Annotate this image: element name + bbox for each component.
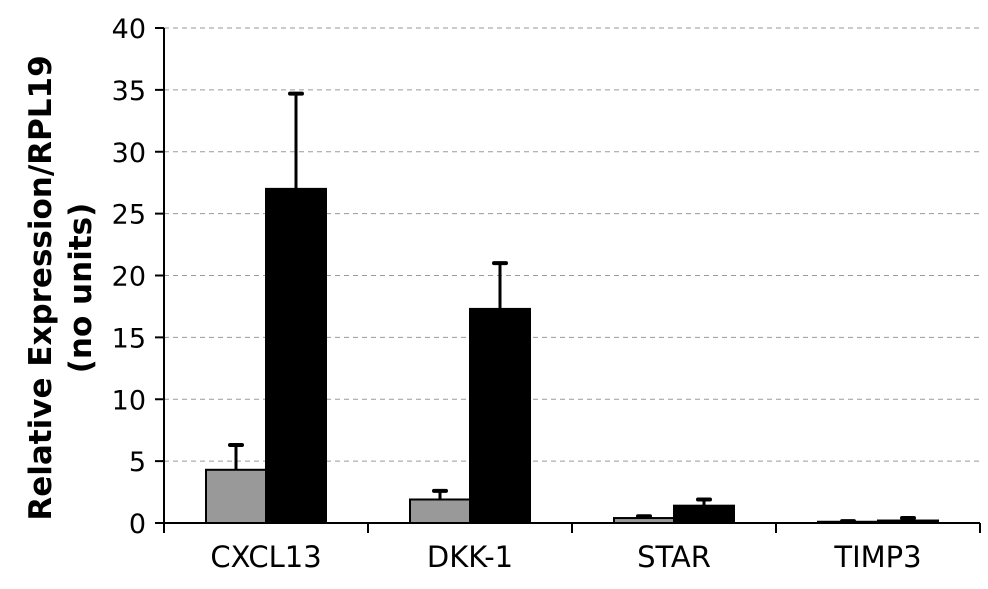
y-tick-label: 10: [112, 385, 146, 416]
bar: [205, 468, 267, 525]
x-tick-label: TIMP3: [833, 540, 921, 574]
y-tick-label: 5: [129, 447, 146, 478]
axis-labels: 0 5 10 15 20 25 30 35 40 CXCL13 DKK-1 STAR TIMP3: [112, 14, 922, 574]
bars: [205, 187, 939, 525]
axes: [155, 27, 981, 533]
y-tick-label: 0: [129, 509, 146, 540]
x-tick-label: DKK-1: [427, 540, 513, 574]
y-axis-title-line2: (no units): [63, 203, 99, 374]
y-axis-title-line1: Relative Expression/RPL19: [23, 55, 59, 520]
error-bars: [228, 91, 916, 524]
bar: [409, 498, 471, 524]
bar: [265, 187, 327, 524]
y-tick-label: 30: [112, 138, 146, 169]
bar: [673, 504, 735, 524]
y-tick-label: 20: [112, 262, 146, 293]
x-tick-label: STAR: [637, 540, 711, 574]
x-tick-label: CXCL13: [210, 540, 321, 574]
y-tick-label: 35: [112, 76, 146, 107]
bar: [469, 307, 531, 524]
y-tick-label: 25: [112, 200, 146, 231]
y-tick-label: 15: [112, 323, 146, 354]
y-tick-label: 40: [112, 14, 146, 45]
